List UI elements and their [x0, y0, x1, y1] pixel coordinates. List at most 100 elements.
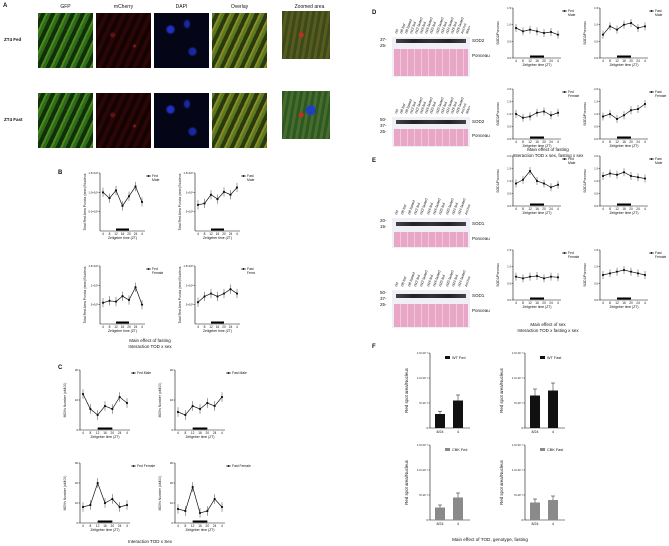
- panel-e-y-tick-label: 0.0: [594, 298, 598, 302]
- panel-d-y-tick-label: 0.0: [594, 137, 598, 141]
- protein-band: [396, 39, 466, 43]
- panel-b-legend-text: Fast: [247, 174, 254, 178]
- panel-b-x-tick-label: 4: [102, 325, 104, 329]
- panel-b-y-tick-label: 1×10³: [186, 283, 193, 287]
- panel-f-y-tick-label: 1.5×10⁻¹: [512, 443, 523, 447]
- panel-c-data-point: [118, 505, 121, 509]
- panel-b-legend-text: Female: [152, 271, 163, 275]
- panel-b-data-point: [140, 303, 144, 306]
- panel-e-legend-text: Fast: [655, 251, 662, 255]
- panel-c-data-point: [184, 509, 187, 513]
- protein-band: [396, 294, 466, 298]
- panel-f-bar: [530, 395, 540, 428]
- panel-c-x-tick-label: 16: [103, 431, 107, 435]
- panel-f-legend-text: WT Fast: [547, 356, 562, 360]
- panel-c-data-point: [125, 401, 129, 405]
- panel-b-data-point: [209, 292, 213, 295]
- panel-b-legend-marker: [147, 175, 150, 177]
- panel-d-dark-phase-bar: [530, 136, 544, 139]
- panel-f-y-tick-label: 1.5×10⁻¹: [512, 351, 523, 355]
- panel-d-data-point: [521, 116, 525, 119]
- band-label: SOD2: [472, 119, 485, 124]
- panel-f-x-tick-label: 4: [457, 522, 459, 526]
- panel-a-column-label: Overlay: [230, 4, 249, 10]
- panel-e-y-axis-label: SOD1/Ponceau: [496, 263, 500, 287]
- panel-f-legend-text: WT Fed: [452, 356, 465, 360]
- panel-f-x-tick-label: 4: [552, 430, 554, 434]
- panel-c-legend-marker: [132, 372, 135, 374]
- panel-d-x-tick-label: 24: [549, 140, 553, 144]
- panel-b-x-tick-label: 4: [102, 232, 104, 236]
- panel-d-letter: D: [372, 10, 377, 16]
- panel-d-x-axis-label: Zeitgeber time (ZT): [522, 144, 551, 148]
- panel-d-x-tick-label: 20: [542, 59, 546, 63]
- panel-c-x-axis-label: Zeitgeber time (ZT): [185, 528, 214, 532]
- lane-label: zt4: [394, 281, 400, 288]
- panel-d-y-tick-label: 0.0: [594, 56, 598, 60]
- panel-e-data-point: [622, 171, 626, 174]
- panel-d-x-tick-label: 12: [615, 59, 619, 63]
- panel-e-x-tick-label: 8: [609, 207, 611, 211]
- panel-b-x-axis-label: Zeitgeber time (ZT): [108, 236, 137, 240]
- mw-marker: 25-: [380, 43, 387, 48]
- panel-e-y-tick-label: 2.0: [594, 154, 598, 158]
- panel-f-y-axis-label: Red spot area/Nucleus: [499, 367, 504, 412]
- panel-b-x-tick-label: 16: [121, 325, 125, 329]
- panel-e-data-point: [535, 274, 539, 278]
- panel-b-x-tick-label: 8: [204, 325, 206, 329]
- panel-d-y-axis-label: SOD2/Ponceau: [583, 21, 587, 45]
- panel-c-x-tick-label: 12: [96, 431, 100, 435]
- panel-e-x-tick-label: 12: [528, 301, 532, 305]
- mw-marker: 50-: [380, 117, 387, 122]
- panel-b-y-tick-label: 5.0×10²: [88, 210, 98, 214]
- panel-e-x-tick-label: 4: [515, 207, 517, 211]
- panel-d-charts: 0.00.51.01.54 8 12 16 20 24 4FedMaleSOD2/Ponce…: [496, 6, 666, 158]
- panel-c-x-tick-label: 16: [103, 524, 107, 528]
- panel-b-y-tick-label: 5×10²: [91, 303, 98, 307]
- panel-d-x-axis-label: Zeitgeber time (ZT): [609, 144, 638, 148]
- panel-f-y-tick-label: 5×10⁻²: [514, 493, 523, 497]
- panel-d-x-tick-label: 24: [636, 140, 640, 144]
- panel-b-data-point: [127, 298, 131, 302]
- panel-e-data-point: [556, 183, 560, 186]
- panel-e-data-point: [608, 272, 612, 275]
- panel-e-data-point: [514, 275, 518, 278]
- panel-e-x-tick-label: 20: [629, 207, 633, 211]
- panel-c-legend-text: Fast Male: [232, 371, 247, 375]
- panel-b-data-point: [235, 292, 239, 295]
- panel-e-data-point: [615, 270, 619, 273]
- lane-label: Anchor: [463, 203, 472, 216]
- panel-b-data-point: [229, 288, 232, 291]
- panel-d-x-tick-label: 12: [615, 140, 619, 144]
- panel-c-y-tick-label: 10: [170, 501, 174, 505]
- panel-d-data-point: [608, 25, 612, 28]
- micrograph-tile: [212, 13, 267, 68]
- panel-d-legend-text: Male: [568, 13, 575, 17]
- panel-b-x-tick-label: 4: [197, 325, 199, 329]
- ponceau-label: Ponceau: [472, 308, 490, 313]
- panel-d-data-point: [549, 30, 553, 34]
- panel-c-data-point: [89, 503, 92, 507]
- panel-e-x-tick-label: 4: [602, 301, 604, 305]
- panel-c-x-tick-label: 24: [213, 431, 217, 435]
- panel-c-legend-text: Fed Male: [137, 371, 151, 375]
- panel-b-x-axis-label: Zeitgeber time (ZT): [108, 329, 137, 333]
- panel-c-stat-note: Interaction TOD x Sex: [128, 539, 173, 544]
- panel-b-x-tick-label: 20: [222, 325, 226, 329]
- panel-e-y-tick-label: 0.5: [507, 281, 511, 285]
- panel-f-letter: F: [372, 344, 376, 350]
- panel-c-x-axis-label: Zeitgeber time (ZT): [90, 528, 119, 532]
- panel-d-data-point: [636, 107, 640, 111]
- panel-d-x-tick-label: 4: [602, 59, 604, 63]
- panel-c-x-tick-label: 12: [191, 524, 195, 528]
- panel-e-data-point: [622, 268, 626, 272]
- panel-c-data-point: [206, 509, 209, 513]
- panel-c-x-tick-label: 24: [213, 524, 217, 528]
- panel-b-legend-marker: [147, 268, 150, 270]
- mw-marker: 50-: [380, 290, 387, 295]
- panel-b-y-tick-label: 5×10²: [186, 303, 193, 307]
- panel-e-data-point: [528, 169, 532, 173]
- panel-e-y-tick-label: 1.0: [507, 265, 511, 269]
